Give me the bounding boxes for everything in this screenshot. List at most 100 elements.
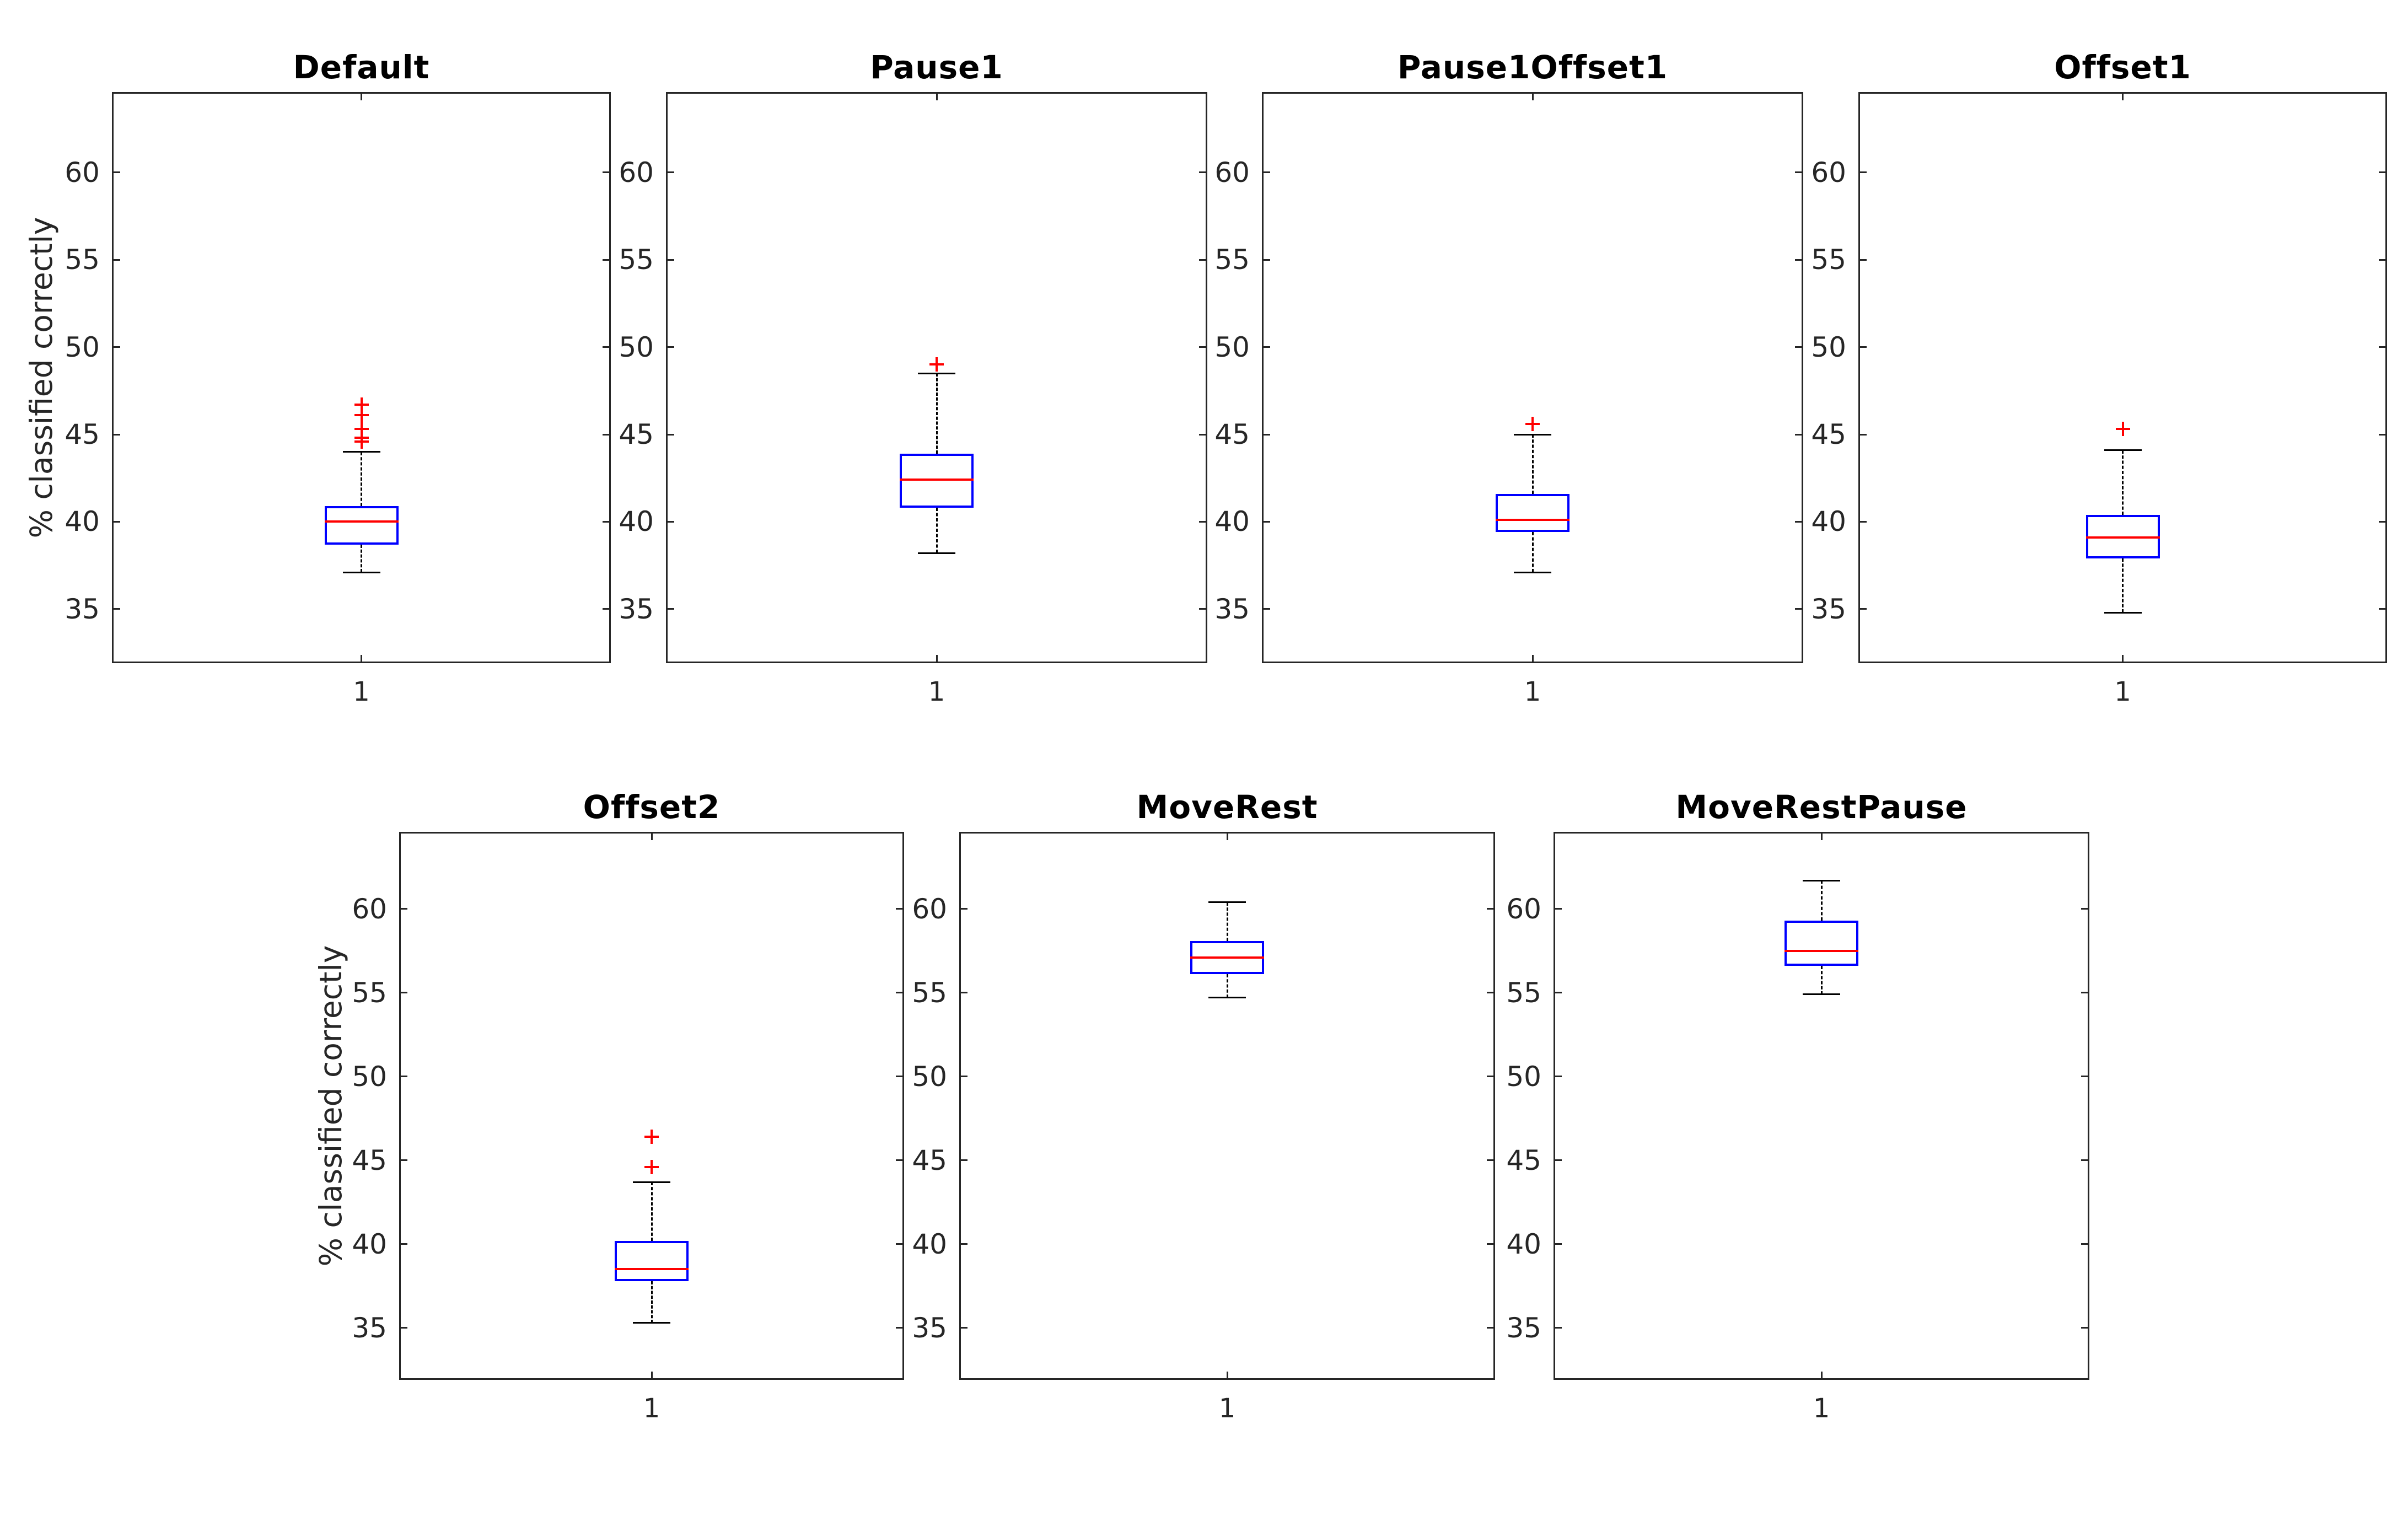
- whisker-cap-upper: [342, 451, 380, 453]
- y-tick-mark: [401, 1327, 407, 1329]
- y-tick-mark: [114, 171, 120, 174]
- x-tick-mark-top: [651, 834, 653, 840]
- y-tick-mark-right: [2081, 908, 2088, 910]
- median-line: [2086, 536, 2160, 539]
- y-tick-mark: [1264, 520, 1270, 523]
- x-tick-mark-top: [2122, 94, 2124, 100]
- y-tick-mark-right: [1795, 259, 1802, 261]
- y-tick-label: 40: [1214, 506, 1250, 538]
- y-tick-mark-right: [2379, 346, 2385, 348]
- y-tick-mark: [668, 433, 674, 436]
- median-line: [900, 479, 974, 481]
- subplot-Offset2: Offset2 35 40 45 50 55 60 1: [352, 788, 904, 1423]
- y-tick-mark: [1860, 433, 1867, 436]
- y-tick-mark: [1264, 433, 1270, 436]
- subplot-title: Offset2: [583, 788, 721, 826]
- y-tick-mark-right: [2081, 1243, 2088, 1245]
- subplot-Offset1: Offset1 35 40 45 50 55 60 1: [1811, 49, 2387, 707]
- y-tick-mark: [668, 171, 674, 174]
- y-tick-mark: [1555, 908, 1562, 910]
- whisker-upper: [1820, 880, 1823, 921]
- outlier-marker: [360, 408, 363, 423]
- whisker-cap-upper: [918, 372, 955, 374]
- y-tick-label: 50: [912, 1060, 947, 1093]
- y-tick-label: 35: [912, 1311, 947, 1344]
- y-tick-mark-right: [603, 433, 609, 436]
- whisker-upper: [2122, 450, 2124, 515]
- y-tick-mark: [668, 259, 674, 261]
- y-tick-label: 55: [352, 976, 387, 1009]
- whisker-cap-lower: [1803, 993, 1840, 996]
- y-tick-mark: [1264, 608, 1270, 610]
- y-tick-mark-right: [603, 520, 609, 523]
- y-tick-mark: [1264, 259, 1270, 261]
- y-tick-label: 60: [352, 893, 387, 925]
- y-tick-mark: [401, 1243, 407, 1245]
- y-tick-mark-right: [1487, 1327, 1493, 1329]
- x-tick-mark: [1820, 1372, 1823, 1378]
- whisker-cap-upper: [2104, 449, 2142, 451]
- y-tick-mark: [961, 1243, 968, 1245]
- y-tick-mark-right: [603, 346, 609, 348]
- y-tick-label: 55: [64, 244, 100, 276]
- x-tick-mark: [1531, 655, 1534, 662]
- y-tick-mark: [961, 1159, 968, 1162]
- y-tick-mark: [114, 608, 120, 610]
- y-tick-label: 60: [1811, 156, 1846, 189]
- y-tick-label: 60: [619, 156, 654, 189]
- whisker-upper: [1531, 434, 1534, 494]
- whisker-cap-upper: [1514, 433, 1551, 436]
- y-tick-label: 45: [1506, 1144, 1541, 1176]
- outlier-marker: [936, 357, 938, 372]
- median-line: [1496, 519, 1570, 522]
- y-tick-mark: [401, 992, 407, 994]
- y-tick-mark-right: [2379, 520, 2385, 523]
- y-tick-mark: [668, 520, 674, 523]
- y-tick-label: 35: [619, 593, 654, 625]
- x-tick-mark: [361, 655, 362, 662]
- subplot-title: Default: [293, 49, 430, 86]
- y-tick-mark: [1555, 1243, 1562, 1245]
- y-tick-mark-right: [1795, 171, 1802, 174]
- y-tick-mark-right: [2379, 433, 2385, 436]
- whisker-lower: [1226, 974, 1228, 998]
- y-tick-mark-right: [1199, 608, 1206, 610]
- y-tick-label: 50: [1214, 331, 1250, 363]
- y-tick-mark: [668, 346, 674, 348]
- y-tick-mark: [1860, 171, 1867, 174]
- y-tick-mark: [961, 908, 968, 910]
- x-tick-mark: [651, 1372, 653, 1378]
- whisker-cap-lower: [1514, 571, 1551, 573]
- whisker-cap-lower: [918, 552, 955, 554]
- x-tick-mark-top: [1531, 94, 1534, 100]
- y-tick-mark: [1860, 608, 1867, 610]
- y-tick-mark-right: [1795, 520, 1802, 523]
- y-tick-mark-right: [1487, 1243, 1493, 1245]
- y-tick-mark: [961, 992, 968, 994]
- y-tick-mark: [961, 1076, 968, 1078]
- y-tick-mark: [1555, 1327, 1562, 1329]
- y-tick-mark-right: [603, 171, 609, 174]
- y-tick-label: 45: [352, 1144, 387, 1176]
- x-tick-mark: [1226, 1372, 1228, 1378]
- whisker-lower: [651, 1281, 653, 1323]
- y-tick-label: 40: [64, 506, 100, 538]
- y-tick-mark-right: [1487, 908, 1493, 910]
- subplot-title: Pause1Offset1: [1397, 49, 1668, 86]
- whisker-cap-lower: [342, 571, 380, 573]
- y-tick-mark: [401, 1159, 407, 1162]
- median-line: [615, 1268, 689, 1271]
- y-tick-mark: [114, 433, 120, 436]
- y-tick-label: 35: [64, 593, 100, 625]
- y-tick-mark-right: [1199, 259, 1206, 261]
- x-tick-label: 1: [1813, 1393, 1830, 1424]
- y-tick-mark-right: [896, 908, 902, 910]
- y-tick-mark-right: [2081, 1159, 2088, 1162]
- y-tick-label: 60: [64, 156, 100, 189]
- outlier-marker: [651, 1159, 653, 1174]
- box: [615, 1240, 689, 1281]
- outlier-marker: [360, 422, 363, 437]
- y-tick-mark-right: [2379, 608, 2385, 610]
- y-tick-label: 35: [1214, 593, 1250, 625]
